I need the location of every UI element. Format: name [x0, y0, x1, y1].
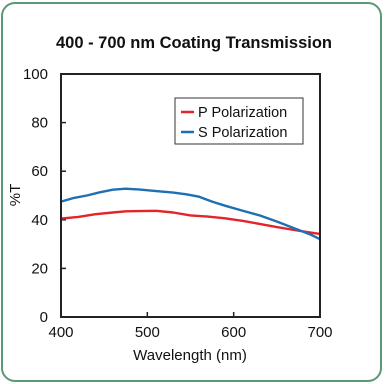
- plot-frame: [60, 73, 321, 318]
- legend: P Polarization S Polarization: [174, 97, 304, 145]
- y-tick-label: 40: [31, 212, 48, 229]
- y-tick-label: 60: [31, 163, 48, 180]
- y-axis-ticks: 0 20 40 60 80 100: [23, 66, 66, 326]
- x-axis-label: Wavelength (nm): [133, 347, 247, 364]
- y-tick-label: 20: [31, 260, 48, 277]
- legend-label: P Polarization: [198, 105, 287, 121]
- x-tick-label: 600: [221, 324, 246, 341]
- y-tick-label: 0: [40, 309, 48, 326]
- chart-card: [1, 2, 382, 382]
- series-lines: [60, 187, 321, 241]
- y-axis-label: %T: [7, 184, 24, 207]
- y-tick-label: 80: [31, 115, 48, 132]
- legend-label: S Polarization: [198, 125, 287, 141]
- x-tick-label: 400: [48, 324, 73, 341]
- y-tick-label: 100: [23, 66, 48, 83]
- series-line-s-polarization: [60, 187, 321, 241]
- series-line-p-polarization: [60, 209, 321, 236]
- x-tick-label: 700: [307, 324, 332, 341]
- x-tick-label: 500: [135, 324, 160, 341]
- legend-box: [174, 97, 304, 145]
- chart-title: 400 - 700 nm Coating Transmission: [56, 34, 332, 52]
